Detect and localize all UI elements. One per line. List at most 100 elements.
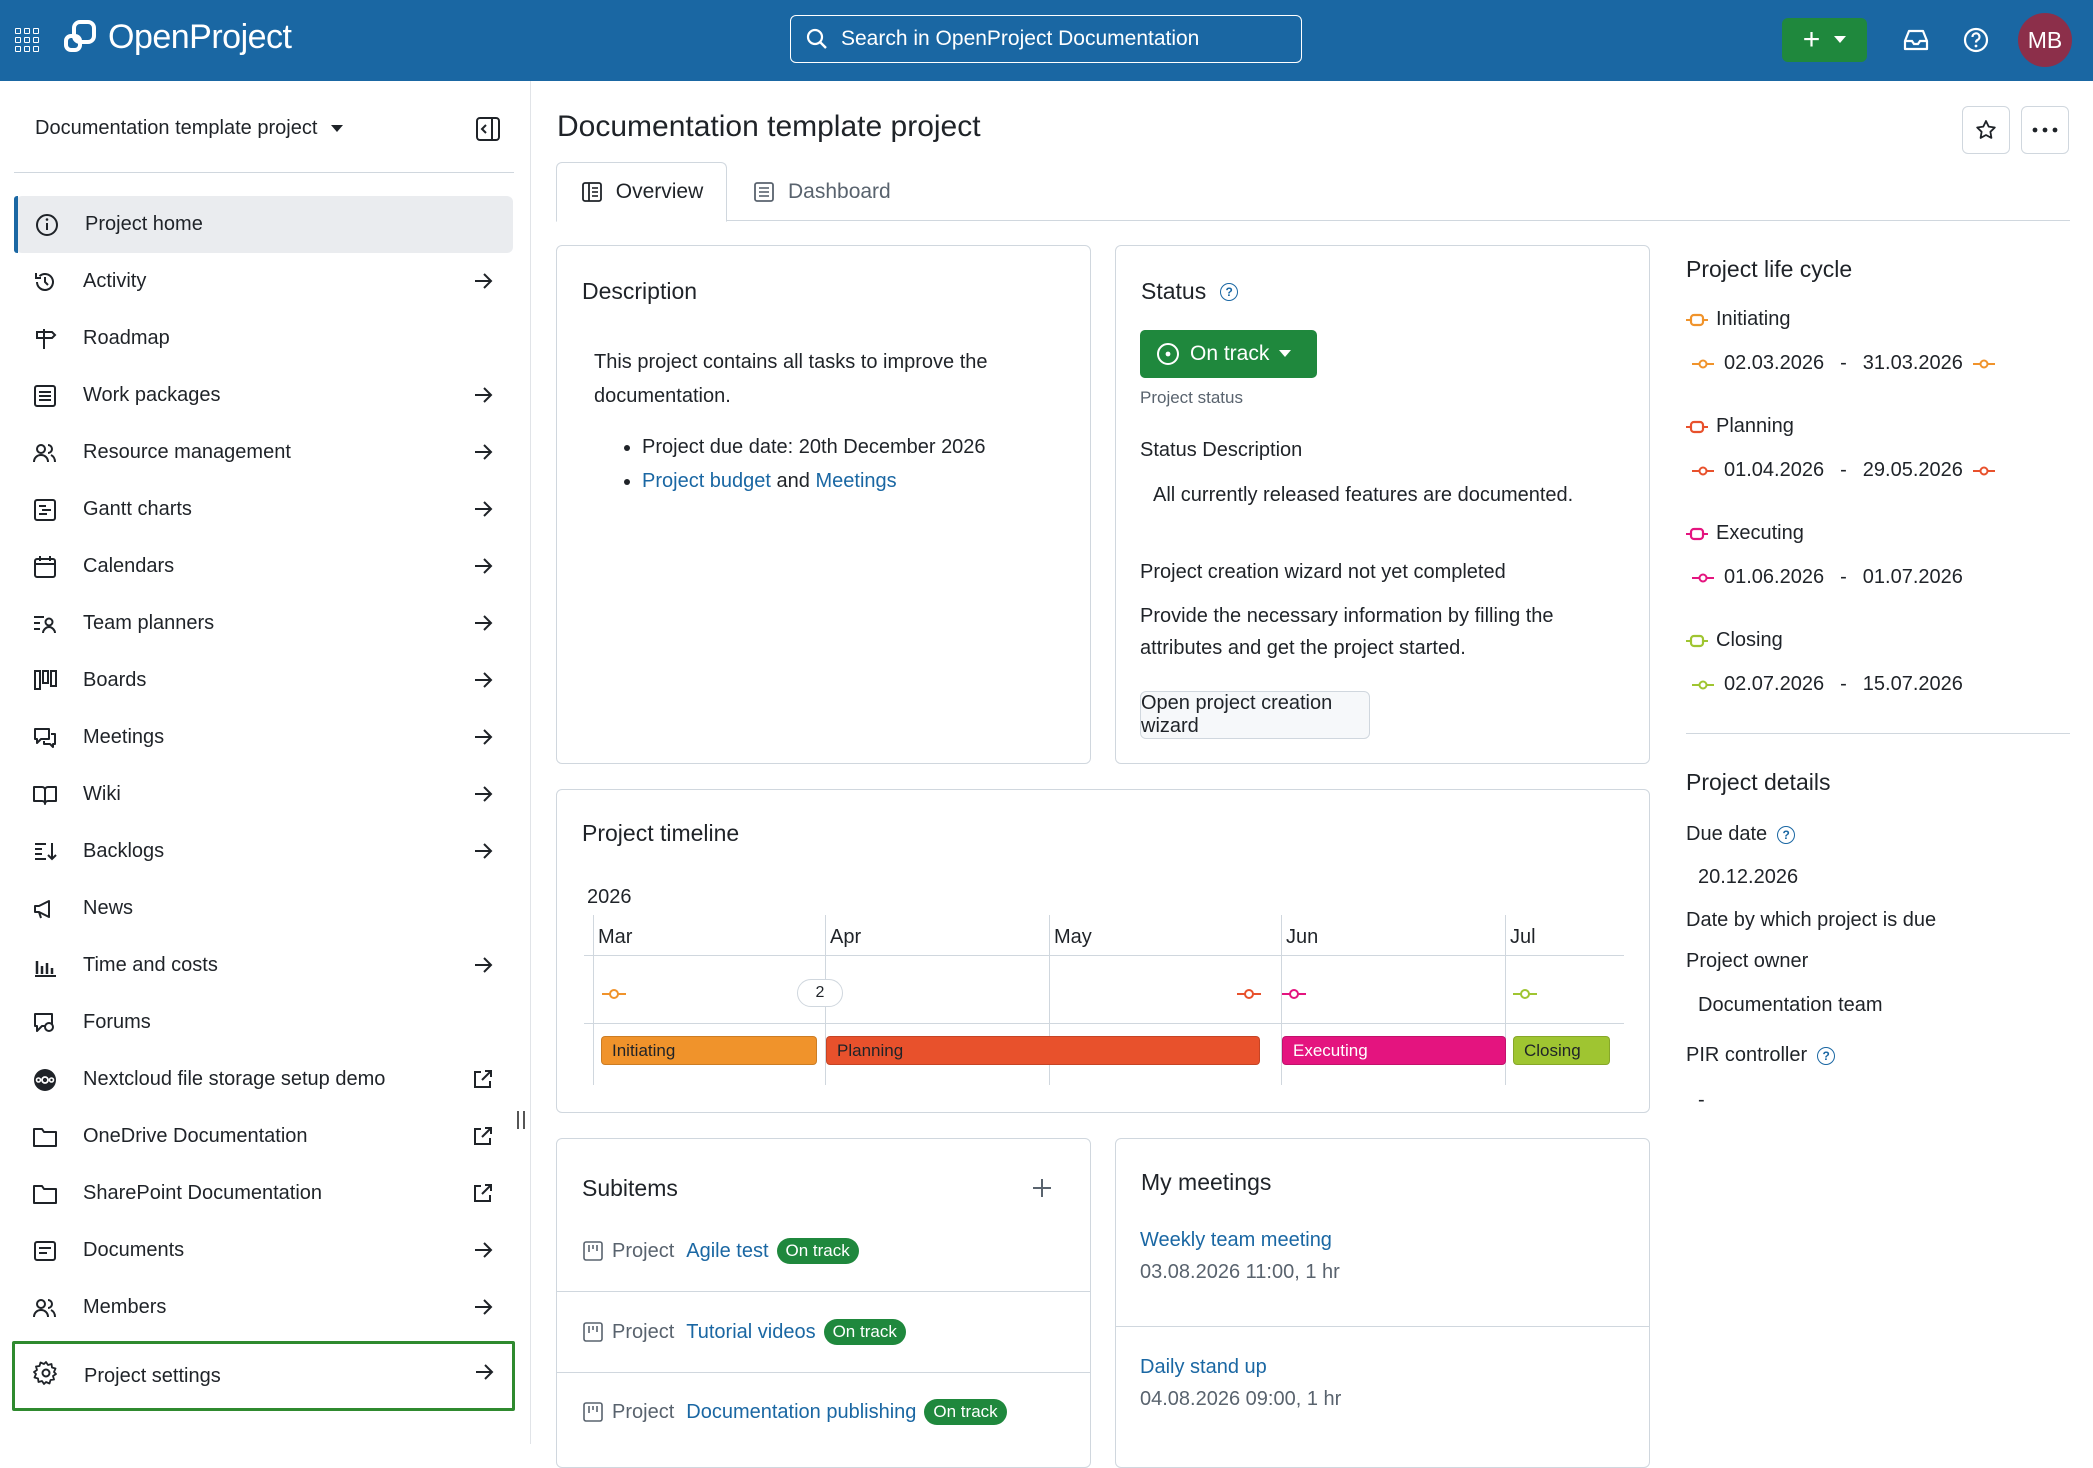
milestone-icon[interactable] [1237,988,1261,1000]
status-button-label: On track [1190,342,1270,365]
milestone-icon[interactable] [1282,988,1306,1000]
sidebar-item-work-packages[interactable]: Work packages [14,367,514,424]
arrow-right-icon[interactable] [472,270,494,292]
sidebar-item-documents[interactable]: Documents [14,1222,514,1279]
arrow-right-icon[interactable] [472,612,494,634]
more-actions-button[interactable] [2021,106,2069,154]
sidebar-item-gantt-charts[interactable]: Gantt charts [14,481,514,538]
month-label: Jul [1510,926,1536,948]
meeting-link[interactable]: Daily stand up [1140,1356,1267,1378]
inbox-icon[interactable] [1900,24,1932,56]
arrow-right-icon[interactable] [472,840,494,862]
description-text: This project contains all tasks to impro… [594,351,988,407]
arrow-right-icon[interactable] [472,1239,494,1261]
status-caption: Project status [1140,388,1243,407]
date-separator: - [1840,459,1847,481]
sidebar-item-label: Team planners [83,612,215,634]
sidebar-resize-handle[interactable] [517,1111,525,1129]
arrow-right-icon[interactable] [472,954,494,976]
caret-down-icon [1279,350,1292,357]
milestone-icon[interactable] [602,988,626,1000]
search-input[interactable]: Search in OpenProject Documentation [790,15,1302,63]
sidebar-item-roadmap[interactable]: Roadmap [14,310,514,367]
phase-bar-planning[interactable]: Planning [826,1036,1260,1065]
search-placeholder: Search in OpenProject Documentation [841,27,1200,50]
milestone-cluster-badge[interactable]: 2 [797,979,843,1007]
subitem-link[interactable]: Agile test [686,1239,769,1262]
external-link-icon[interactable] [472,1125,494,1147]
sidebar-item-activity[interactable]: Activity [14,253,514,310]
arrow-right-icon[interactable] [473,1361,495,1383]
arrow-right-icon[interactable] [472,498,494,520]
arrow-right-icon[interactable] [472,1296,494,1318]
phase-bar-initiating[interactable]: Initiating [601,1036,817,1065]
openproject-logo[interactable]: OpenProject [62,18,292,57]
plus-icon: + [1802,23,1821,56]
app-grid-icon[interactable] [15,28,39,52]
add-subitem-icon[interactable] [1031,1177,1053,1199]
tab-dashboard[interactable]: Dashboard [752,162,891,221]
arrow-right-icon[interactable] [472,384,494,406]
sidebar-item-onedrive-documentation[interactable]: OneDrive Documentation [14,1108,514,1165]
sidebar-item-resource-management[interactable]: Resource management [14,424,514,481]
caret-down-icon [1834,36,1847,43]
subitem-type: Project [612,1400,675,1423]
avatar[interactable]: MB [2018,13,2072,67]
status-dropdown-button[interactable]: On track [1140,330,1317,378]
arrow-right-icon[interactable] [472,669,494,691]
forum-icon [34,1013,54,1032]
arrow-right-icon[interactable] [472,441,494,463]
external-link-icon[interactable] [472,1068,494,1090]
milestone-icon[interactable] [1513,988,1537,1000]
sidebar-item-project-settings[interactable]: Project settings [12,1341,515,1411]
favorite-button[interactable] [1962,106,2010,154]
sidebar-item-meetings[interactable]: Meetings [14,709,514,766]
arrow-right-icon[interactable] [472,555,494,577]
sidebar-item-forums[interactable]: Forums [14,994,514,1051]
phase-name: Executing [1716,522,1804,544]
tab-overview-label: Overview [615,180,704,203]
arrow-right-icon[interactable] [472,726,494,748]
help-icon[interactable]: ? [1777,825,1796,844]
help-icon[interactable]: ? [1817,1046,1836,1065]
phase-bar-closing[interactable]: Closing [1513,1036,1610,1065]
sidebar-item-news[interactable]: News [14,880,514,937]
sidebar-item-project-home[interactable]: Project home [14,196,513,253]
subitem-link[interactable]: Documentation publishing [686,1400,917,1423]
sidebar-item-calendars[interactable]: Calendars [14,538,514,595]
status-badge: On track [776,1238,859,1264]
subitem-link[interactable]: Tutorial videos [686,1320,816,1343]
help-icon[interactable]: ? [1220,282,1239,301]
create-button[interactable]: + [1782,18,1867,62]
sidebar-item-label: Roadmap [83,327,170,349]
signpost-icon [36,329,57,349]
sidebar-item-nextcloud-file-storage-setup-demo[interactable]: Nextcloud file storage setup demo [14,1051,514,1108]
meetings-link[interactable]: Meetings [815,470,897,492]
arrow-right-icon[interactable] [472,783,494,805]
sidebar-item-sharepoint-documentation[interactable]: SharePoint Documentation [14,1165,514,1222]
meeting-link[interactable]: Weekly team meeting [1140,1229,1332,1251]
project-selector[interactable]: Documentation template project [35,117,344,140]
month-gridline [1049,915,1050,1085]
tab-overview[interactable]: Overview [556,162,727,222]
sidebar-item-members[interactable]: Members [14,1279,514,1336]
external-link-icon[interactable] [472,1182,494,1204]
sidebar-item-label: Backlogs [83,840,165,862]
sidebar-item-backlogs[interactable]: Backlogs [14,823,514,880]
collapse-sidebar-icon[interactable] [474,115,502,143]
list-icon [34,385,56,407]
sidebar-item-wiki[interactable]: Wiki [14,766,514,823]
sidebar-item-team-planners[interactable]: Team planners [14,595,514,652]
subitem-type: Project [612,1239,675,1262]
subitem-row: Project Documentation publishing On trac… [582,1399,1007,1425]
sidebar-item-boards[interactable]: Boards [14,652,514,709]
folder-icon [33,1185,57,1204]
project-budget-link[interactable]: Project budget [642,470,771,492]
board-icon [583,1241,603,1261]
sidebar-item-time-and-costs[interactable]: Time and costs [14,937,514,994]
phase-bar-executing[interactable]: Executing [1282,1036,1506,1065]
owner-value: Documentation team [1698,994,1883,1016]
open-wizard-button[interactable]: Open project creation wizard [1140,691,1370,739]
help-icon[interactable] [1960,24,1992,56]
sidebar-item-label: Project home [85,213,203,235]
